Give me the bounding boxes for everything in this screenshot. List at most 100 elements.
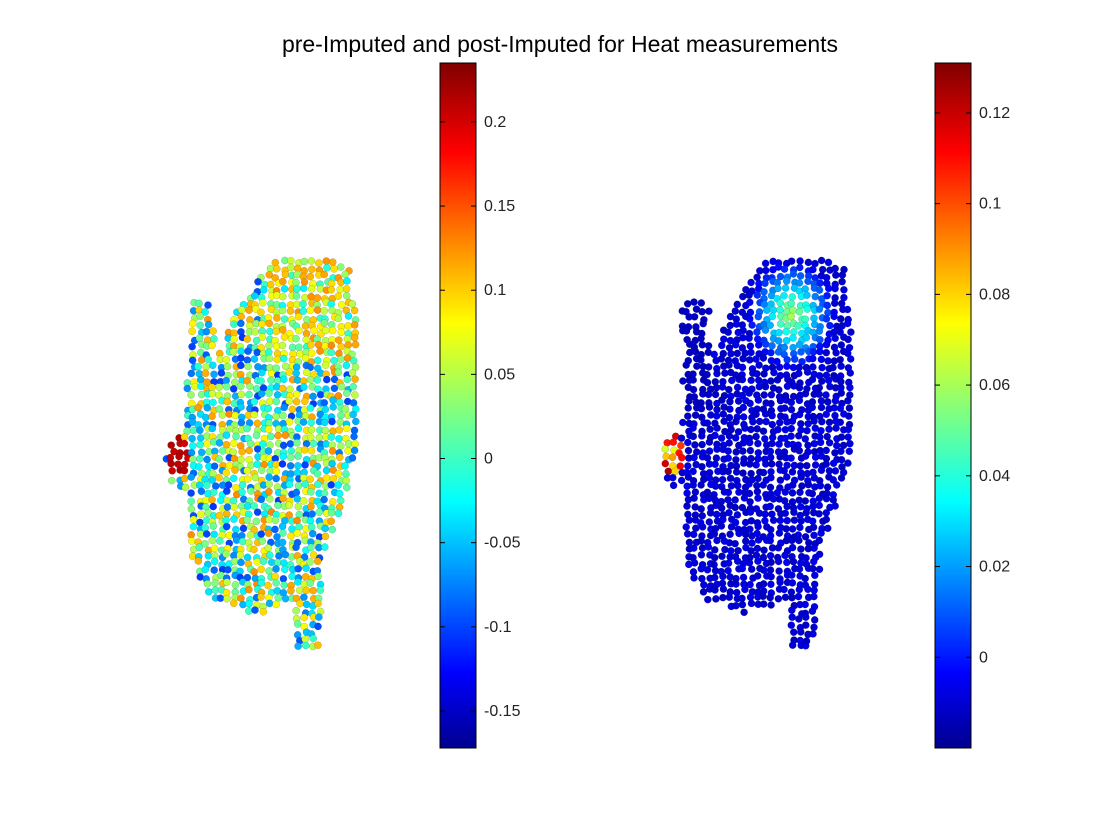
scatter-point xyxy=(809,265,817,274)
scatter-point xyxy=(760,370,768,378)
scatter-point xyxy=(810,616,819,624)
scatter-point xyxy=(795,263,804,272)
scatter-point xyxy=(790,508,798,517)
scatter-point xyxy=(243,424,252,433)
scatter-point xyxy=(808,607,817,616)
scatter-point xyxy=(329,466,338,474)
scatter-point xyxy=(294,481,303,490)
scatter-point xyxy=(733,349,742,358)
scatter-point xyxy=(313,376,322,384)
scatter-point xyxy=(300,446,309,454)
scatter-point xyxy=(307,349,316,358)
scatter-point xyxy=(809,557,818,566)
scatter-point xyxy=(280,559,288,567)
scatter-point xyxy=(822,446,831,455)
scatter-point xyxy=(196,440,204,449)
scatter-point xyxy=(337,442,345,450)
scatter-point xyxy=(724,385,733,394)
scatter-point xyxy=(725,361,733,369)
scatter-point xyxy=(788,293,797,301)
scatter-point xyxy=(265,270,274,279)
scatter-point xyxy=(309,392,317,401)
scatter-point xyxy=(203,455,211,464)
scatter-point xyxy=(274,431,282,440)
scatter-point xyxy=(767,558,775,567)
scatter-point xyxy=(822,410,831,419)
scatter-point xyxy=(822,494,831,503)
scatter-point xyxy=(313,356,322,365)
scatter-point xyxy=(223,397,232,406)
scatter-point xyxy=(229,599,238,608)
scatter-point xyxy=(279,411,287,420)
scatter-point xyxy=(229,439,238,448)
scatter-point xyxy=(287,532,295,540)
scatter-point xyxy=(684,404,693,412)
scatter-point xyxy=(781,593,790,602)
scatter-point xyxy=(271,572,280,581)
scatter-point xyxy=(285,368,294,376)
scatter-point xyxy=(293,438,301,447)
scatter-point xyxy=(815,494,824,503)
scatter-point xyxy=(343,277,351,285)
scatter-point xyxy=(739,413,748,421)
scatter-point xyxy=(815,501,824,510)
scatter-point xyxy=(787,398,796,407)
scatter-point xyxy=(794,369,803,378)
scatter-point xyxy=(218,426,227,434)
scatter-point xyxy=(321,426,330,435)
scatter-point xyxy=(279,574,288,583)
scatter-point xyxy=(788,468,797,476)
scatter-point xyxy=(223,503,232,511)
scatter-point xyxy=(831,271,840,279)
scatter-point xyxy=(259,440,267,448)
scatter-point xyxy=(788,641,797,650)
scatter-point xyxy=(252,336,261,345)
scatter-point xyxy=(761,382,770,391)
scatter-point xyxy=(307,425,316,434)
scatter-point xyxy=(187,489,195,497)
colorbar-tick-label: -0.1 xyxy=(484,619,512,636)
scatter-point xyxy=(195,462,203,471)
scatter-point xyxy=(211,579,219,588)
scatter-point xyxy=(801,574,810,583)
scatter-point xyxy=(712,412,721,420)
scatter-point xyxy=(187,505,196,513)
scatter-point xyxy=(761,410,770,418)
scatter-point xyxy=(322,474,331,482)
scatter-point xyxy=(683,489,691,498)
scatter-point xyxy=(767,580,775,589)
scatter-point xyxy=(334,509,343,518)
scatter-point xyxy=(776,476,785,485)
scatter-point xyxy=(280,565,289,574)
scatter-point xyxy=(801,641,810,650)
scatter-point xyxy=(267,376,275,385)
scatter-point xyxy=(236,361,245,370)
right-colorbar: 0 0.02 0.04 0.06 0.08 0.1 0.12 xyxy=(934,62,1010,749)
scatter-point xyxy=(794,431,803,440)
scatter-point xyxy=(788,593,796,602)
scatter-point xyxy=(746,525,754,534)
scatter-point xyxy=(836,328,845,336)
scatter-point xyxy=(787,621,796,630)
scatter-point xyxy=(272,264,281,273)
scatter-point xyxy=(244,362,252,371)
scatter-point xyxy=(250,410,259,419)
scatter-point xyxy=(218,411,227,419)
scatter-point xyxy=(272,327,281,336)
scatter-point xyxy=(733,300,742,309)
scatter-point xyxy=(766,593,775,602)
scatter-point xyxy=(690,574,698,582)
scatter-point xyxy=(810,417,818,425)
scatter-point xyxy=(257,466,266,475)
scatter-point xyxy=(187,473,196,481)
scatter-point xyxy=(712,454,721,462)
scatter-point xyxy=(699,319,708,328)
scatter-point xyxy=(808,489,817,498)
scatter-point xyxy=(797,473,806,482)
scatter-point xyxy=(717,522,726,530)
scatter-point xyxy=(808,564,817,573)
scatter-point xyxy=(768,439,776,448)
scatter-point xyxy=(725,439,734,447)
scatter-point xyxy=(724,467,733,476)
scatter-point xyxy=(668,473,677,482)
